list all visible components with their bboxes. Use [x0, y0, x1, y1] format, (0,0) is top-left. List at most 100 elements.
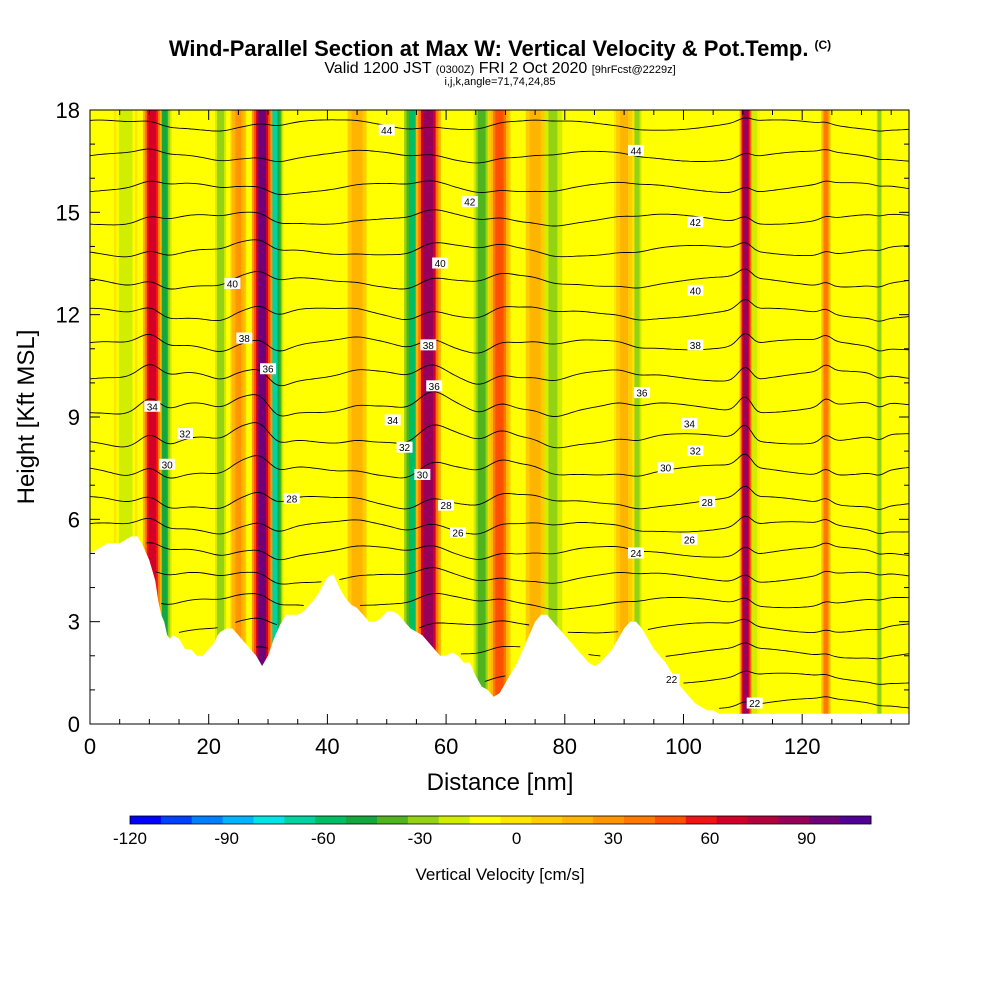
isentrope-label: 32: [396, 441, 413, 454]
isentrope-label: 32: [687, 445, 704, 458]
colorbar-tick-labels: -120 -90 -60 -30 0 30 60 90: [113, 829, 816, 848]
colorbar-swatch: [685, 816, 718, 824]
isentrope-label-text: 26: [684, 535, 696, 546]
colorbar-swatch: [593, 816, 625, 824]
terrain-mask: [90, 536, 909, 724]
axis-ticks: [89, 109, 909, 725]
x-tick-label: 40: [315, 734, 339, 759]
y-tick-label: 3: [68, 610, 80, 635]
updraft-band: [353, 110, 361, 724]
updraft-band: [495, 110, 504, 724]
isentrope-label-text: 28: [286, 494, 298, 505]
isentrope-label: 34: [384, 414, 401, 427]
isentrope-label: 36: [426, 380, 443, 393]
colorbar-tick-label: 60: [700, 829, 719, 848]
isentrope-label: 32: [176, 428, 193, 441]
isentrope-label-text: 38: [423, 341, 435, 352]
colorbar-swatch: [778, 816, 810, 824]
isentrope-label-text: 28: [702, 498, 714, 509]
x-tick-label: 20: [196, 734, 220, 759]
colorbar-tick-label: 90: [797, 829, 816, 848]
isentrope-label-text: 38: [690, 341, 702, 352]
colorbar-swatch: [253, 816, 285, 824]
colorbar-swatch: [222, 816, 254, 824]
downdraft-band: [408, 110, 418, 724]
colorbar-tick-label: -120: [113, 829, 147, 848]
updraft-band: [423, 110, 434, 724]
isentrope-label: 28: [438, 499, 455, 512]
isentrope-label-text: 40: [227, 279, 239, 290]
downdraft-band: [752, 110, 757, 724]
updraft-band: [531, 110, 539, 724]
colorbar-swatch: [407, 816, 440, 824]
isentrope-line: [90, 391, 909, 417]
isentrope-label-text: 32: [690, 447, 702, 458]
downdraft-band: [632, 110, 640, 724]
subtitle-part-valid: Valid 1200 JST: [324, 60, 432, 77]
isentrope-label: 28: [283, 492, 300, 505]
isentrope-label-text: 22: [749, 699, 761, 710]
downdraft-band: [217, 110, 225, 724]
isentrope-line: [90, 239, 909, 258]
y-axis-title: Height [Kft MSL]: [13, 330, 40, 505]
isentrope-label: 30: [159, 458, 176, 471]
downdraft-band: [160, 110, 168, 724]
chart-subtitle-indices: i,j,k,angle=71,74,24,85: [444, 76, 556, 88]
isentrope-label: 40: [432, 257, 449, 270]
colorbar-swatch: [654, 816, 687, 824]
isentrope-label: 44: [628, 144, 644, 157]
y-tick-label: 15: [56, 200, 80, 225]
colorbar-swatch: [469, 816, 501, 824]
isentrope-line: [90, 515, 909, 535]
colorbar-tick-label: 0: [512, 829, 521, 848]
downdraft-band: [270, 110, 278, 724]
colorbar-tick-label: -60: [311, 829, 336, 848]
colorbar-swatch: [562, 816, 594, 824]
plot-area: 44 44 42 42 40 40 40 38 38 38 36 36 36 34 34 34 32 32 32 30…: [90, 24, 909, 724]
x-tick-label: 80: [553, 734, 577, 759]
updraft-band: [743, 110, 749, 724]
colorbar-swatch: [315, 816, 347, 824]
colorbar-swatch: [130, 816, 162, 824]
isentrope-label: 42: [687, 216, 704, 229]
isentrope-line: [90, 148, 909, 164]
isentrope-label-text: 36: [429, 382, 441, 393]
isentrope-labels: 44 44 42 42 40 40 40 38 38 38 36 36 36 34 34 34 32 32 32 30…: [144, 124, 763, 710]
isentrope-label-text: 28: [441, 501, 453, 512]
isentrope-label-text: 24: [630, 549, 642, 560]
colorbar-frame: [129, 815, 872, 825]
colorbar-swatch: [191, 816, 224, 824]
chart-subtitle: Valid 1200 JST (0300Z) FRI 2 Oct 2020 [9…: [0, 60, 1000, 78]
colorbar-tick-label: 30: [604, 829, 623, 848]
colorbar-swatch: [284, 816, 316, 824]
isentrope-line: [90, 24, 909, 37]
isentrope-label-text: 36: [636, 389, 648, 400]
isentrope-label-text: 32: [179, 430, 191, 441]
isentrope-label: 38: [420, 339, 437, 352]
isentrope-label: 26: [449, 526, 466, 539]
isentrope-label-text: 34: [684, 419, 696, 430]
isentrope-line: [90, 117, 909, 132]
x-axis-title: Distance [nm]: [427, 769, 574, 796]
isentrope-line: [178, 617, 909, 634]
colorbar-swatch: [160, 816, 193, 824]
isentrope-label: 42: [461, 196, 478, 209]
updraft-band: [235, 110, 242, 724]
isentrope-line: [90, 453, 909, 479]
isentrope-label: 30: [414, 468, 431, 481]
updraft-band: [824, 110, 828, 724]
y-tick-label: 12: [56, 303, 80, 328]
isentrope-label-text: 44: [381, 126, 393, 137]
isentrope-label-text: 44: [630, 146, 642, 157]
y-axis-tick-labels: 0 3 6 9 12 15 18: [56, 98, 80, 737]
isentrope-label-text: 34: [387, 416, 399, 427]
isentrope-line: [90, 422, 909, 449]
colorbar-title: Vertical Velocity [cm/s]: [415, 865, 584, 884]
isentrope-label-text: 36: [262, 365, 274, 376]
y-tick-label: 18: [56, 98, 80, 123]
isentrope-label-text: 38: [239, 334, 251, 345]
isentrope-line: [256, 642, 909, 660]
isentrope-label-text: 42: [464, 198, 476, 209]
colorbar-swatch: [346, 816, 378, 824]
